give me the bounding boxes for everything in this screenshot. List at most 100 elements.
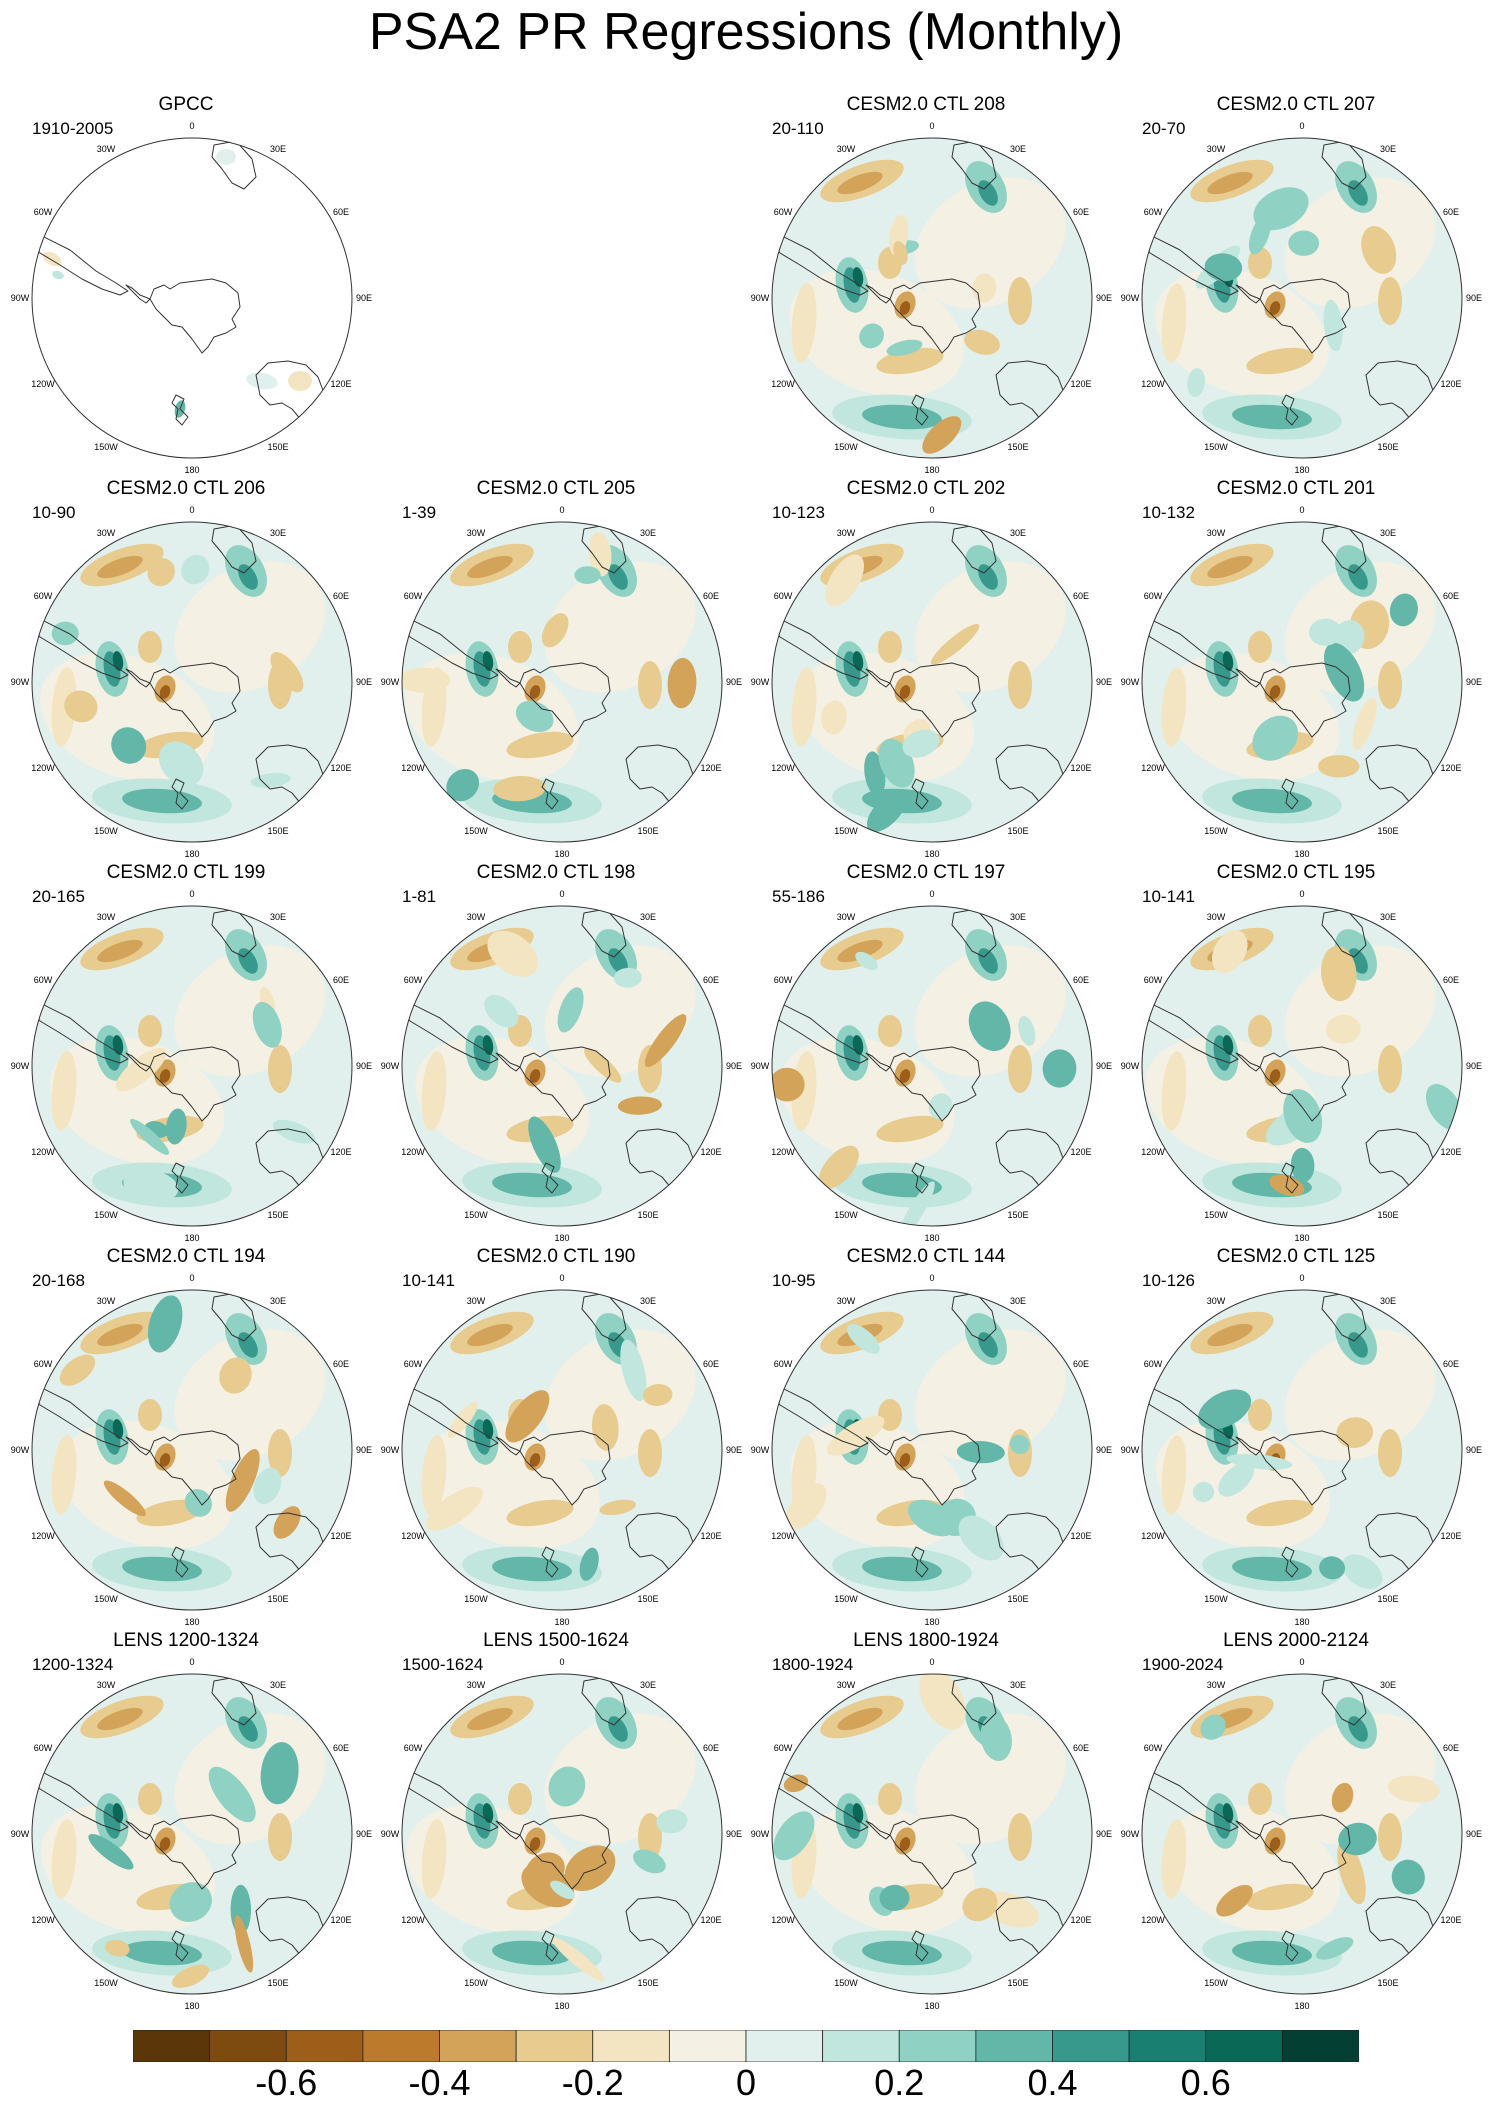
coastline-newZealand (911, 1162, 929, 1194)
longitude-label: 60E (1073, 591, 1089, 601)
coastline-newZealand (1281, 1162, 1299, 1194)
longitude-label: 90W (1121, 1445, 1140, 1455)
anomaly-patch (288, 371, 312, 391)
longitude-label: 150E (637, 1210, 658, 1220)
coastline-newZealand (911, 1930, 929, 1962)
longitude-label: 0 (559, 1273, 564, 1283)
negative-anomaly (97, 939, 143, 963)
longitude-label: 0 (929, 121, 934, 131)
coastline-newZealand (911, 1546, 929, 1578)
panel-title: LENS 1500-1624 (483, 1630, 629, 1651)
longitude-label: 180 (554, 2001, 569, 2009)
anomaly-patch (1321, 945, 1357, 1002)
longitude-label: 30E (270, 528, 286, 538)
colorbar-swatch (745, 2030, 824, 2062)
map-border (771, 1289, 1093, 1611)
negative-anomaly (421, 1435, 447, 1515)
anomaly-patch (964, 329, 1000, 355)
negative-anomaly (51, 1435, 77, 1515)
anomaly-patch (928, 1093, 953, 1120)
coastline-newZealand (1281, 1546, 1299, 1578)
longitude-label: 120W (771, 1915, 795, 1925)
colorbar-swatch (439, 2030, 517, 2062)
positive-anomaly (112, 1419, 124, 1439)
anomaly-patch (1352, 697, 1377, 750)
longitude-label: 90E (356, 1445, 372, 1455)
coastline-tasmania (1399, 1960, 1409, 1972)
panel-title: CESM2.0 CTL 194 (106, 1246, 266, 1267)
longitude-label: 180 (924, 1617, 939, 1625)
longitude-label: 30W (1207, 912, 1226, 922)
longitude-label: 90W (11, 1829, 30, 1839)
longitude-label: 0 (1299, 505, 1304, 515)
negative-anomaly (899, 1837, 911, 1851)
longitude-label: 60W (34, 207, 53, 217)
longitude-label: 60E (1443, 591, 1459, 601)
longitude-label: 90E (1096, 1445, 1112, 1455)
anomaly-patch (1283, 1089, 1323, 1143)
coastline-africa (581, 1292, 627, 1342)
map-panel: CESM2.0 CTL 195 10-141 0 30E 60E 90E 120E 150E 1… (1110, 861, 1482, 1245)
longitude-label: 30W (97, 528, 116, 538)
coastline-antarctica (889, 1814, 981, 1890)
coastline-africa (1321, 1676, 1367, 1726)
map-border (1141, 905, 1463, 1227)
longitude-label: 0 (559, 1657, 564, 1667)
anomaly-patch (1389, 593, 1418, 627)
negative-anomaly (51, 1819, 77, 1899)
negative-anomaly (506, 1499, 574, 1527)
panel-title: CESM2.0 CTL 125 (1216, 1246, 1376, 1267)
coastline-antarctica (149, 1046, 241, 1122)
coastline-tasmania (1399, 424, 1409, 436)
longitude-label: 180 (184, 465, 199, 473)
anomaly-patch (922, 416, 962, 454)
anomaly-patch (1187, 368, 1206, 397)
positive-anomaly (238, 1716, 258, 1742)
colorbar-swatch (822, 2030, 900, 2062)
longitude-label: 90E (1096, 293, 1112, 303)
positive-anomaly (608, 1716, 628, 1742)
regression-field (32, 1290, 352, 1610)
anomaly-patch (493, 775, 546, 802)
colorbar-swatch (515, 2030, 594, 2062)
panel-title: CESM2.0 CTL 201 (1216, 478, 1376, 499)
longitude-label: 180 (1294, 1617, 1309, 1625)
anomaly-patch (550, 1880, 575, 1900)
longitude-label: 90E (1466, 1829, 1482, 1839)
longitude-label: 120W (1141, 379, 1165, 389)
coastline-africa (211, 908, 257, 958)
negative-anomaly (467, 1323, 513, 1347)
anomaly-patch (487, 930, 539, 978)
longitude-label: 30E (270, 912, 286, 922)
negative-anomaly (138, 1783, 162, 1815)
anomaly-patch (1387, 1775, 1440, 1803)
coastline-newZealand (1281, 778, 1299, 810)
longitude-label: 30W (837, 1680, 856, 1690)
longitude-label: 150W (1204, 442, 1228, 452)
anomaly-patch (171, 1964, 210, 1989)
longitude-label: 0 (929, 1657, 934, 1667)
coastline-peninsula (495, 1436, 521, 1456)
coastline-newZealand (541, 778, 559, 810)
longitude-label: 30W (467, 1296, 486, 1306)
anomaly-patch (1323, 299, 1343, 352)
map-panel: CESM2.0 CTL 208 20-110 0 30E 60E 90E 120E 150E 1… (740, 93, 1112, 477)
negative-anomaly (638, 1813, 662, 1861)
positive-anomaly (852, 267, 864, 287)
coastline-antarctica (149, 278, 241, 354)
longitude-label: 90E (356, 677, 372, 687)
anomaly-patch (930, 623, 980, 665)
panel-title: CESM2.0 CTL 207 (1216, 94, 1376, 115)
map-panel: CESM2.0 CTL 201 10-132 0 30E 60E 90E 120E 150E 1… (1110, 477, 1482, 861)
anomaly-patch (216, 149, 236, 165)
coastline-tasmania (289, 1576, 299, 1588)
negative-anomaly (529, 1453, 541, 1467)
longitude-label: 60W (774, 975, 793, 985)
longitude-label: 30E (1010, 1296, 1026, 1306)
panel-year-range: 20-110 (772, 119, 824, 138)
longitude-label: 30E (640, 1680, 656, 1690)
coastline-peninsula (125, 1820, 151, 1840)
regression-field (772, 522, 1092, 842)
background-wash (174, 1329, 326, 1461)
positive-anomaly (112, 1035, 124, 1055)
